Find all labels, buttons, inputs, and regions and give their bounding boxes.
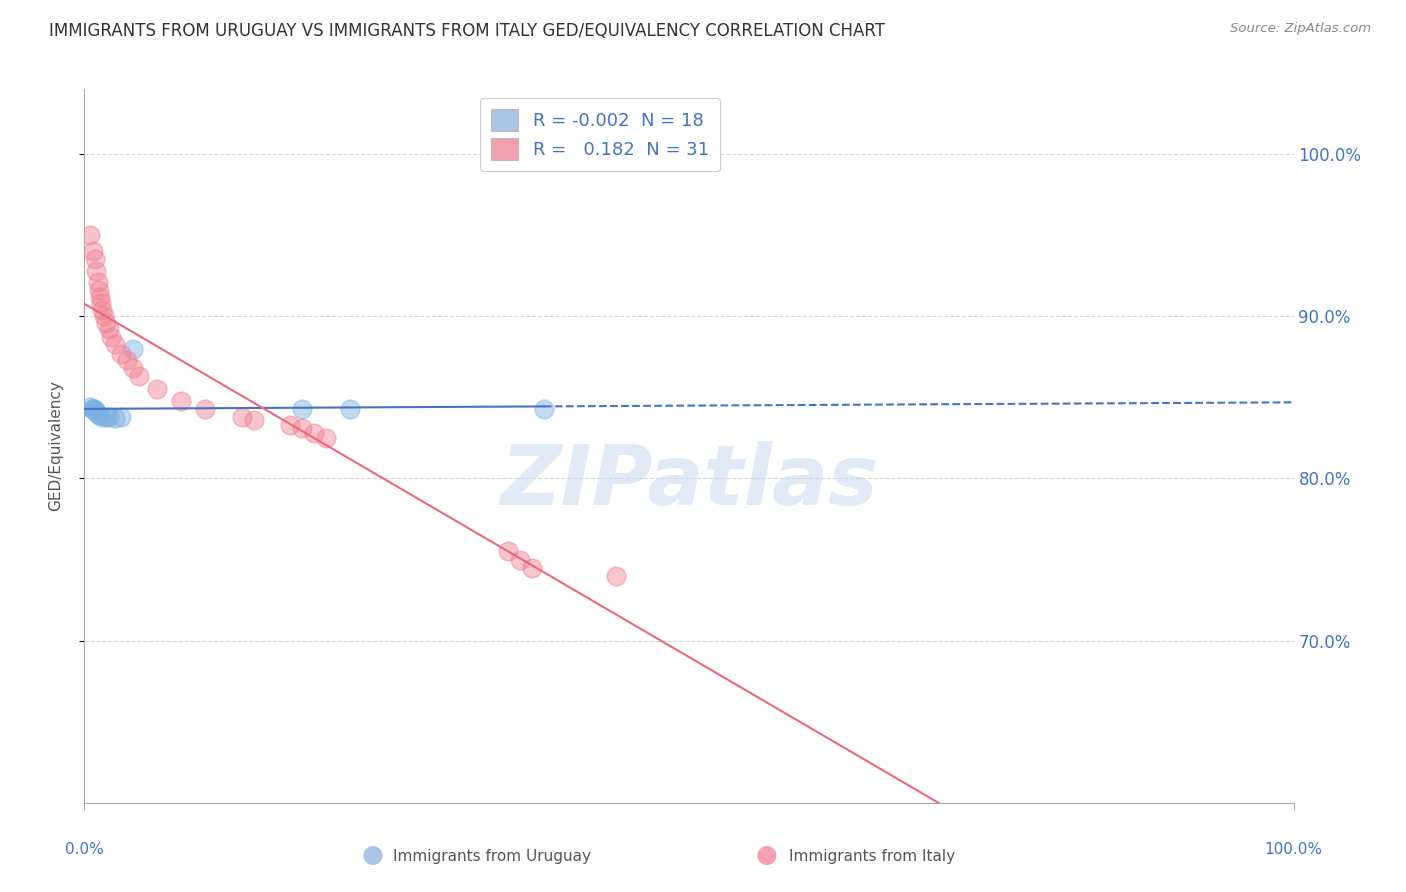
- Text: Source: ZipAtlas.com: Source: ZipAtlas.com: [1230, 22, 1371, 36]
- Point: [170, 393, 193, 408]
- Point: [128, 369, 150, 384]
- Point: [86, 264, 108, 278]
- Y-axis label: GED/Equivalency: GED/Equivalency: [49, 381, 63, 511]
- Point: [110, 346, 132, 360]
- Point: [291, 421, 314, 435]
- Point: [90, 296, 112, 310]
- Point: [84, 252, 107, 267]
- Point: [93, 310, 115, 324]
- Point: [82, 401, 104, 416]
- Point: [87, 408, 110, 422]
- Legend: R = -0.002  N = 18, R =   0.182  N = 31: R = -0.002 N = 18, R = 0.182 N = 31: [481, 98, 720, 171]
- Point: [84, 403, 107, 417]
- Text: ZIPatlas: ZIPatlas: [501, 442, 877, 522]
- Text: 100.0%: 100.0%: [1264, 842, 1323, 856]
- Point: [100, 330, 122, 344]
- Point: [110, 409, 132, 424]
- Text: IMMIGRANTS FROM URUGUAY VS IMMIGRANTS FROM ITALY GED/EQUIVALENCY CORRELATION CHA: IMMIGRANTS FROM URUGUAY VS IMMIGRANTS FR…: [49, 22, 886, 40]
- Point: [82, 244, 104, 259]
- Point: [533, 401, 555, 416]
- Point: [520, 560, 543, 574]
- Point: [231, 409, 253, 424]
- Point: [86, 407, 108, 421]
- Point: [315, 431, 337, 445]
- Point: [121, 342, 143, 356]
- Text: Immigrants from Italy: Immigrants from Italy: [789, 849, 955, 863]
- Point: [91, 409, 114, 424]
- Point: [115, 353, 138, 368]
- Point: [278, 417, 301, 432]
- Text: ●: ●: [361, 843, 384, 866]
- Point: [83, 401, 105, 416]
- Point: [291, 401, 314, 416]
- Point: [242, 413, 264, 427]
- Point: [97, 409, 120, 424]
- Point: [496, 544, 519, 558]
- Point: [97, 322, 120, 336]
- Point: [94, 316, 117, 330]
- Point: [509, 552, 531, 566]
- Point: [302, 425, 325, 440]
- Point: [605, 568, 627, 582]
- Point: [89, 290, 111, 304]
- Text: 0.0%: 0.0%: [65, 842, 104, 856]
- Point: [87, 283, 110, 297]
- Point: [121, 361, 143, 376]
- Point: [94, 409, 117, 424]
- Point: [86, 275, 108, 289]
- Point: [79, 228, 101, 243]
- Text: ●: ●: [755, 843, 778, 866]
- Point: [79, 400, 101, 414]
- Point: [80, 401, 103, 416]
- Point: [104, 336, 127, 351]
- Point: [104, 411, 127, 425]
- Point: [194, 401, 217, 416]
- Point: [339, 401, 361, 416]
- Point: [86, 405, 108, 419]
- Point: [146, 382, 169, 396]
- Point: [91, 302, 114, 317]
- Text: Immigrants from Uruguay: Immigrants from Uruguay: [394, 849, 591, 863]
